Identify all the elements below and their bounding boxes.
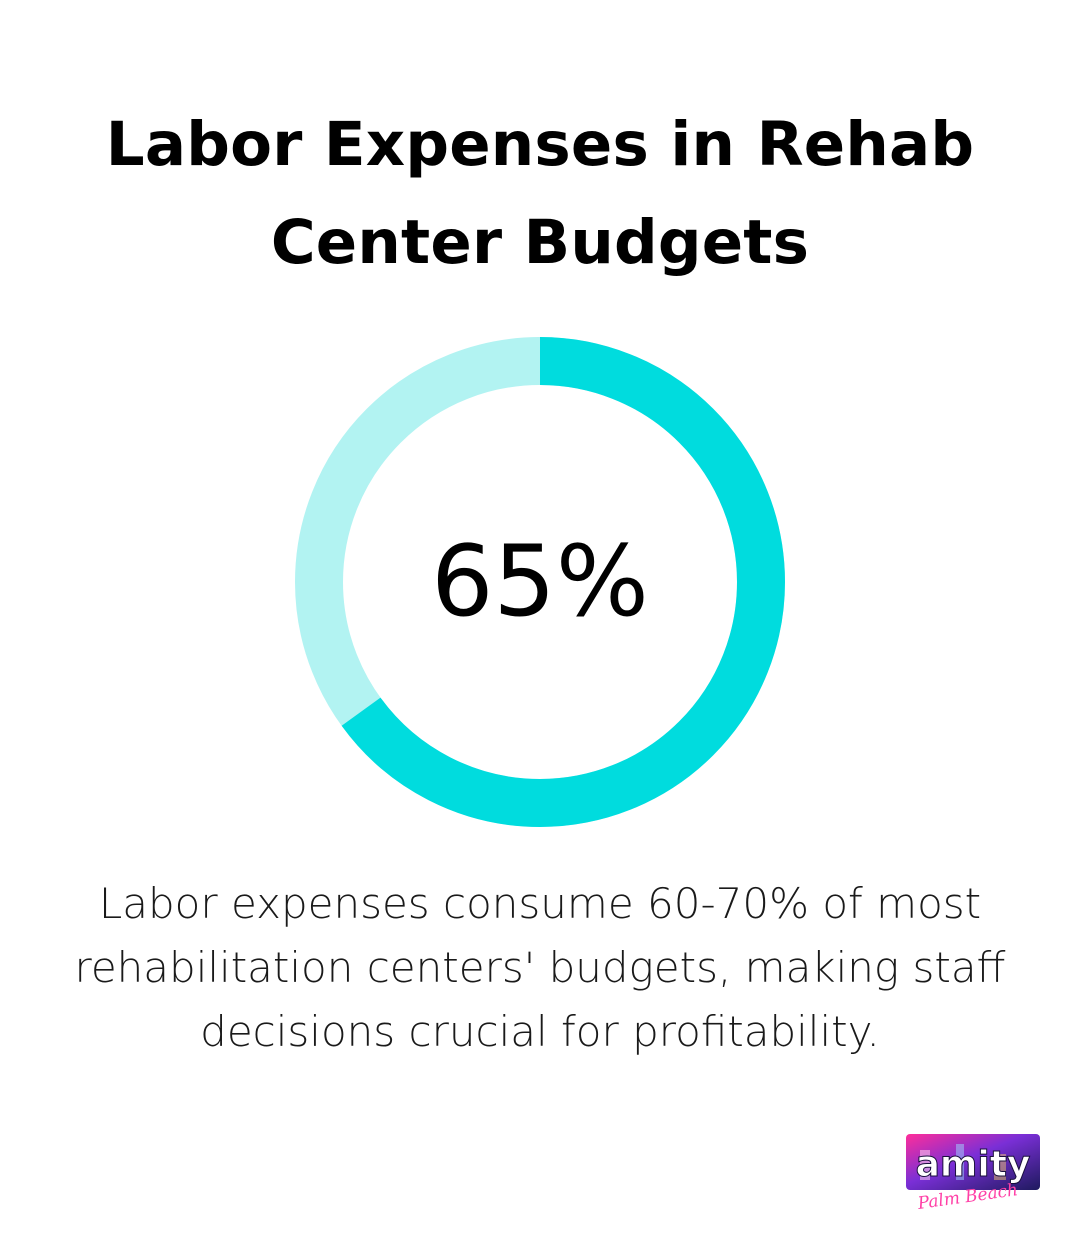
description-line-3: decisions crucial for profitability. bbox=[200, 1007, 880, 1056]
title-line-1: Labor Expenses in Rehab bbox=[105, 109, 975, 180]
donut-chart bbox=[295, 337, 785, 827]
description-line-1: Labor expenses consume 60-70% of most bbox=[98, 879, 982, 928]
logo-wordmark: amity bbox=[916, 1144, 1031, 1185]
donut-value-arc bbox=[295, 337, 785, 827]
title-line-2: Center Budgets bbox=[270, 207, 810, 278]
description-line-2: rehabilitation centers' budgets, making … bbox=[74, 943, 1006, 992]
donut-center-label: 65% bbox=[431, 525, 649, 639]
amity-palm-beach-logo: amity Palm Beach bbox=[906, 1134, 1040, 1214]
page-title: Labor Expenses in Rehab Center Budgets bbox=[40, 96, 1040, 292]
description: Labor expenses consume 60-70% of most re… bbox=[40, 872, 1040, 1064]
